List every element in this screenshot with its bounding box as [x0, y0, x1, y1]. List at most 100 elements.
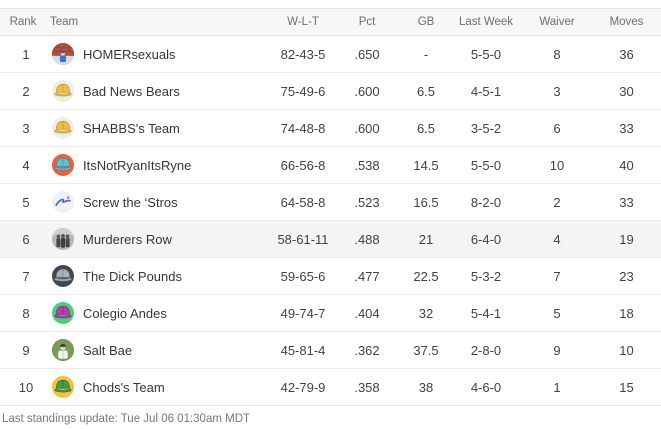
team-row: 10 Chods's Team 42-79-9.358 38 4-6-0 1 15 [0, 368, 661, 406]
brick-wall-photo-avatar [52, 43, 74, 65]
waiver-cell: 10 [522, 146, 592, 184]
gb-cell: 14.5 [402, 146, 450, 184]
rank-value: 9 [22, 342, 30, 358]
rank-value: 2 [22, 83, 30, 99]
rank-cell: 2 [0, 72, 46, 110]
column-header-last_week: Last Week [450, 8, 522, 36]
last-week-cell: 5-5-0 [450, 35, 522, 73]
team-cell: Bad News Bears [46, 72, 274, 110]
team-cell: ItsNotRyanItsRyne [46, 146, 274, 184]
waiver-cell: 2 [522, 183, 592, 221]
team-cell: Murderers Row [46, 220, 274, 258]
pct-cell: .650 [332, 35, 402, 73]
rank-cell: 7 [0, 257, 46, 295]
last-week-cell: 5-5-0 [450, 146, 522, 184]
rank-value: 6 [22, 231, 30, 247]
column-header-wlt: W-L-T [274, 8, 332, 36]
last-week-cell: 4-6-0 [450, 368, 522, 406]
team-name-link[interactable]: HOMERsexuals [83, 46, 176, 62]
green-cap-yellow-avatar [52, 376, 74, 398]
wlt-cell: 82-43-5 [274, 35, 332, 73]
team-row: 9 Salt Bae 45-81-4.362 37.5 2-8-0 9 10 [0, 331, 661, 369]
team-name-link[interactable]: Murderers Row [83, 231, 172, 247]
team-cell: Screw the ‘Stros [46, 183, 274, 221]
yellow-baseball-cap-avatar [52, 80, 74, 102]
last-week-cell: 8-2-0 [450, 183, 522, 221]
header-row: Rank Team W-L-T Pct GB Last Week Waiver Moves [0, 8, 661, 36]
teal-cap-red-avatar [52, 154, 74, 176]
standings-body: 1 HOMERsexuals 82-43-5.650-5-5-0 8 36 2 Bad Ne… [0, 35, 661, 406]
column-header-moves: Moves [592, 8, 661, 36]
moves-cell: 10 [592, 331, 661, 369]
last-week-cell: 3-5-2 [450, 109, 522, 147]
team-cell: Chods's Team [46, 368, 274, 406]
gb-cell: 21 [402, 220, 450, 258]
gb-cell: 32 [402, 294, 450, 332]
team-cell: SHABBS's Team [46, 109, 274, 147]
team-name-link[interactable]: ItsNotRyanItsRyne [83, 157, 192, 173]
team-name-link[interactable]: Colegio Andes [83, 305, 167, 321]
rank-value: 5 [22, 194, 30, 210]
dodgers-script-logo-avatar [52, 191, 74, 213]
pct-cell: .488 [332, 220, 402, 258]
waiver-cell: 5 [522, 294, 592, 332]
rank-cell: 6 [0, 220, 46, 258]
rank-cell: 8 [0, 294, 46, 332]
team-row: 6 Murderers Row 58-61-11.488 21 6-4-0 4 19 [0, 220, 661, 258]
waiver-cell: 9 [522, 331, 592, 369]
wlt-cell: 49-74-7 [274, 294, 332, 332]
team-name-link[interactable]: SHABBS's Team [83, 120, 180, 136]
rank-value: 1 [22, 46, 30, 62]
moves-cell: 36 [592, 35, 661, 73]
moves-cell: 30 [592, 72, 661, 110]
rank-cell: 1 [0, 35, 46, 73]
rank-value: 10 [18, 379, 34, 395]
team-name-link[interactable]: Salt Bae [83, 342, 133, 358]
moves-cell: 19 [592, 220, 661, 258]
waiver-cell: 3 [522, 72, 592, 110]
pct-cell: .477 [332, 257, 402, 295]
team-name-link[interactable]: Chods's Team [83, 379, 165, 395]
moves-cell: 23 [592, 257, 661, 295]
grayscale-group-photo-avatar [52, 228, 74, 250]
gb-cell: 38 [402, 368, 450, 406]
rank-cell: 3 [0, 109, 46, 147]
column-header-gb: GB [402, 8, 450, 36]
last-week-cell: 5-4-1 [450, 294, 522, 332]
team-cell: Colegio Andes [46, 294, 274, 332]
baseball-player-photo-avatar [52, 339, 74, 361]
team-name-link[interactable]: Screw the ‘Stros [83, 194, 178, 210]
team-row: 5 Screw the ‘Stros 64-58-8.523 16.5 8-2-0 2 33 [0, 183, 661, 221]
team-row: 4 ItsNotRyanItsRyne 66-56-8.538 14.5 5-5-0 10… [0, 146, 661, 184]
moves-cell: 40 [592, 146, 661, 184]
last-week-cell: 4-5-1 [450, 72, 522, 110]
team-row: 3 SHABBS's Team 74-48-8.600 6.5 3-5-2 6 33 [0, 109, 661, 147]
last-update-note: Last standings update: Tue Jul 06 01:30a… [2, 413, 251, 425]
column-header-pct: Pct [332, 8, 402, 36]
rank-cell: 10 [0, 368, 46, 406]
pct-cell: .404 [332, 294, 402, 332]
team-row: 7 The Dick Pounds 59-65-6.477 22.5 5-3-2 7 23 [0, 257, 661, 295]
column-header-waiver: Waiver [522, 8, 592, 36]
team-name-link[interactable]: Bad News Bears [83, 83, 180, 99]
team-name-link[interactable]: The Dick Pounds [83, 268, 182, 284]
team-cell: The Dick Pounds [46, 257, 274, 295]
gb-cell: - [402, 35, 450, 73]
waiver-cell: 8 [522, 35, 592, 73]
moves-cell: 33 [592, 183, 661, 221]
last-week-cell: 5-3-2 [450, 257, 522, 295]
gb-cell: 37.5 [402, 331, 450, 369]
rank-cell: 5 [0, 183, 46, 221]
gb-cell: 16.5 [402, 183, 450, 221]
magenta-cap-green-avatar [52, 302, 74, 324]
standings-table: Rank Team W-L-T Pct GB Last Week Waiver Moves 1… [0, 8, 661, 406]
moves-cell: 18 [592, 294, 661, 332]
gb-cell: 6.5 [402, 109, 450, 147]
gb-cell: 22.5 [402, 257, 450, 295]
waiver-cell: 1 [522, 368, 592, 406]
waiver-cell: 7 [522, 257, 592, 295]
pct-cell: .600 [332, 72, 402, 110]
rank-cell: 9 [0, 331, 46, 369]
gb-cell: 6.5 [402, 72, 450, 110]
team-row: 2 Bad News Bears 75-49-6.600 6.5 4-5-1 3 30 [0, 72, 661, 110]
